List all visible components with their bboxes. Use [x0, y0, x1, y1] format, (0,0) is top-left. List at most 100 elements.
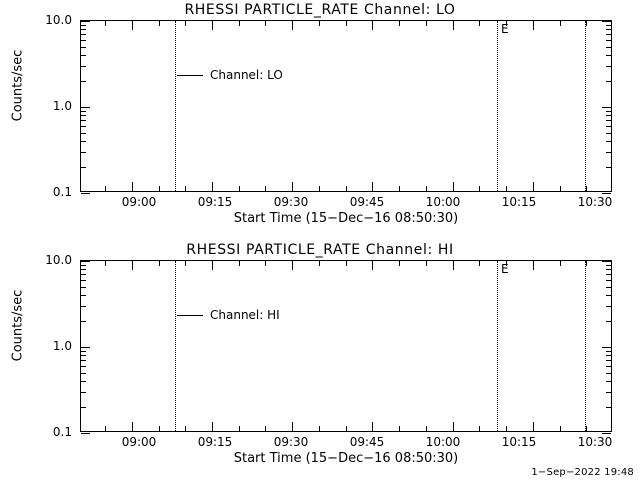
- y-minor-tick: [606, 381, 611, 382]
- x-major-tick: [533, 261, 534, 270]
- x-minor-tick: [105, 261, 106, 266]
- event-line: [175, 21, 176, 191]
- x-major-tick: [453, 261, 454, 270]
- y-minor-tick: [81, 141, 86, 142]
- y-minor-tick: [81, 321, 86, 322]
- x-tick-label: 10:00: [425, 195, 461, 209]
- x-minor-tick: [506, 186, 507, 191]
- y-major-tick: [602, 433, 611, 434]
- y-minor-tick: [81, 34, 86, 35]
- plot-panel-hi: RHESSI PARTICLE_RATE Channel: HI Counts/…: [0, 240, 640, 472]
- x-minor-tick: [319, 186, 320, 191]
- y-minor-tick: [81, 111, 86, 112]
- y-major-tick: [602, 21, 611, 22]
- x-minor-tick: [265, 21, 266, 26]
- y-minor-tick: [606, 29, 611, 30]
- y-minor-tick: [606, 120, 611, 121]
- y-tick-label: 0.1: [52, 185, 72, 199]
- y-minor-tick: [606, 141, 611, 142]
- y-minor-tick: [606, 351, 611, 352]
- y-minor-tick: [606, 167, 611, 168]
- y-minor-tick: [606, 66, 611, 67]
- y-minor-tick: [606, 81, 611, 82]
- y-major-tick: [602, 261, 611, 262]
- x-major-tick: [372, 182, 373, 191]
- y-minor-tick: [81, 126, 86, 127]
- event-line: [585, 21, 586, 191]
- x-major-tick: [533, 182, 534, 191]
- y-minor-tick: [81, 392, 86, 393]
- y-minor-tick: [81, 81, 86, 82]
- x-minor-tick: [159, 426, 160, 431]
- x-minor-tick: [586, 186, 587, 191]
- y-minor-tick: [606, 115, 611, 116]
- x-major-tick: [372, 21, 373, 30]
- y-major-tick: [81, 21, 90, 22]
- y-minor-tick: [81, 115, 86, 116]
- y-minor-tick: [606, 265, 611, 266]
- x-minor-tick: [479, 186, 480, 191]
- y-minor-tick: [606, 40, 611, 41]
- x-minor-tick: [399, 21, 400, 26]
- y-minor-tick: [606, 133, 611, 134]
- x-minor-tick: [159, 186, 160, 191]
- x-minor-tick: [185, 426, 186, 431]
- y-minor-tick: [606, 287, 611, 288]
- y-axis-title-lo: Counts/sec: [10, 49, 26, 122]
- legend-label: Channel: HI: [210, 308, 280, 322]
- y-minor-tick: [606, 152, 611, 153]
- y-minor-tick: [81, 152, 86, 153]
- y-major-tick: [602, 107, 611, 108]
- y-tick-label: 10.0: [45, 253, 72, 267]
- x-tick-label: 10:30: [577, 195, 613, 209]
- x-minor-tick: [265, 261, 266, 266]
- y-axis-hi: Counts/sec 10.0 1.0 0.1: [0, 240, 76, 472]
- x-tick-label: 09:15: [197, 435, 233, 449]
- y-minor-tick: [81, 40, 86, 41]
- x-major-tick: [292, 422, 293, 431]
- y-minor-tick: [81, 29, 86, 30]
- x-minor-tick: [239, 261, 240, 266]
- x-minor-tick: [560, 261, 561, 266]
- x-minor-tick: [319, 21, 320, 26]
- y-minor-tick: [606, 407, 611, 408]
- y-minor-tick: [81, 47, 86, 48]
- y-major-tick: [81, 347, 90, 348]
- x-minor-tick: [479, 426, 480, 431]
- event-label-e: E: [501, 262, 509, 276]
- y-minor-tick: [606, 360, 611, 361]
- y-minor-tick: [606, 47, 611, 48]
- y-minor-tick: [606, 392, 611, 393]
- plot-title-hi: RHESSI PARTICLE_RATE Channel: HI: [186, 242, 454, 258]
- plot-panel-lo: RHESSI PARTICLE_RATE Channel: LO Counts/…: [0, 0, 640, 232]
- x-minor-tick: [159, 261, 160, 266]
- y-minor-tick: [81, 167, 86, 168]
- y-minor-tick: [81, 66, 86, 67]
- x-tick-label: 09:00: [121, 435, 157, 449]
- x-minor-tick: [105, 21, 106, 26]
- x-axis-title-lo: Start Time (15−Dec−16 08:50:30): [233, 211, 459, 226]
- x-minor-tick: [319, 426, 320, 431]
- x-minor-tick: [586, 21, 587, 26]
- event-line: [175, 261, 176, 431]
- y-minor-tick: [81, 133, 86, 134]
- y-tick-label: 10.0: [45, 13, 72, 27]
- y-axis-title-hi: Counts/sec: [10, 289, 26, 362]
- x-minor-tick: [239, 426, 240, 431]
- y-tick-label: 1.0: [52, 99, 72, 113]
- x-minor-tick: [560, 426, 561, 431]
- y-major-tick: [81, 261, 90, 262]
- y-minor-tick: [81, 120, 86, 121]
- y-minor-tick: [81, 295, 86, 296]
- y-minor-tick: [81, 407, 86, 408]
- x-minor-tick: [586, 426, 587, 431]
- x-major-tick: [533, 21, 534, 30]
- x-minor-tick: [185, 186, 186, 191]
- y-minor-tick: [81, 287, 86, 288]
- x-minor-tick: [399, 186, 400, 191]
- x-minor-tick: [346, 261, 347, 266]
- x-minor-tick: [239, 186, 240, 191]
- x-major-tick: [132, 422, 133, 431]
- x-tick-label: 10:00: [425, 435, 461, 449]
- x-minor-tick: [479, 261, 480, 266]
